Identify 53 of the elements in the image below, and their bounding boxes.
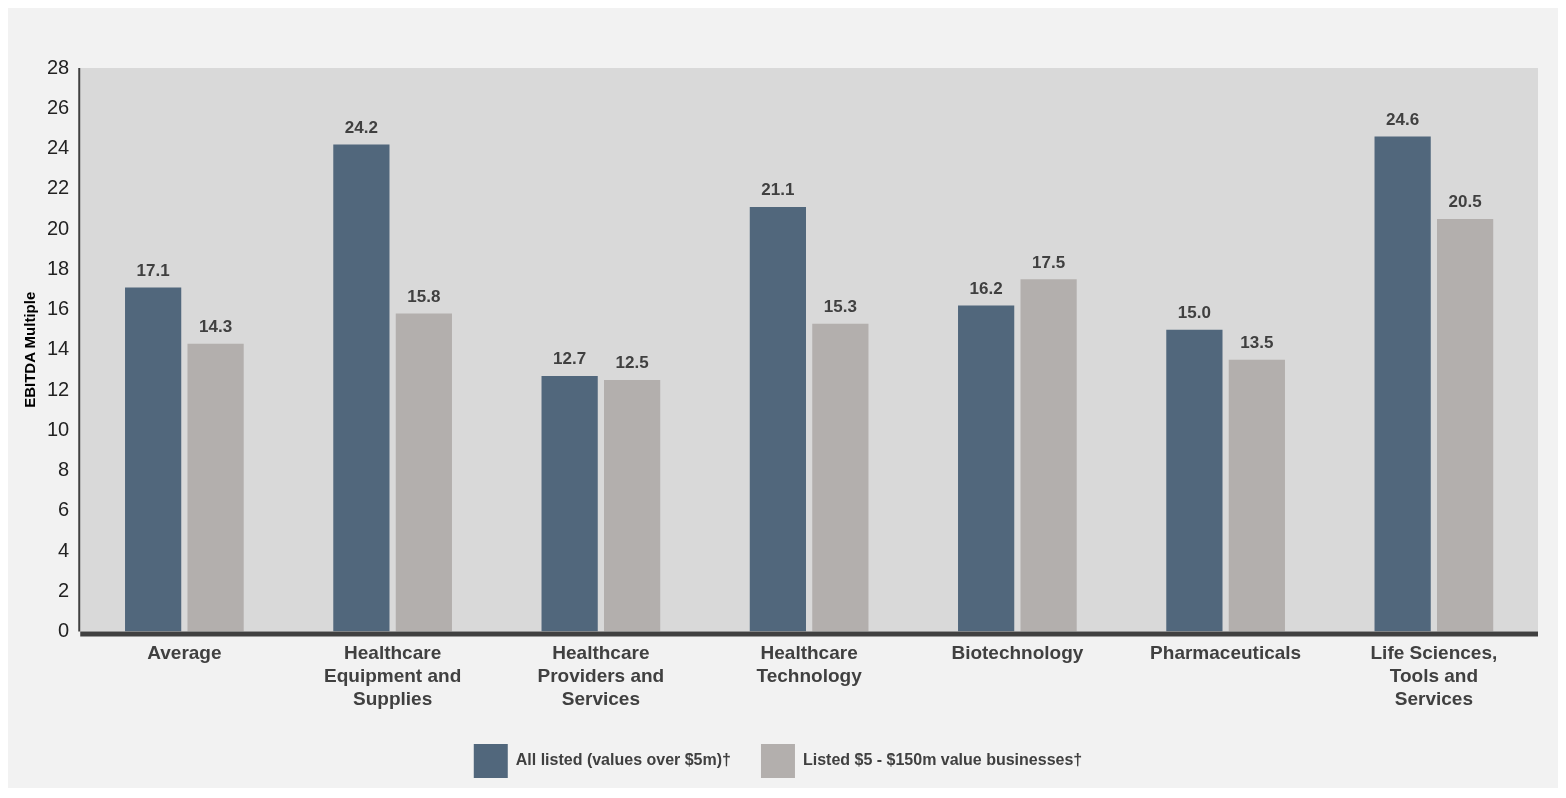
bar xyxy=(1166,329,1223,632)
y-tick-label: 28 xyxy=(47,55,70,78)
y-tick-label: 24 xyxy=(47,136,70,159)
data-label: 13.5 xyxy=(1240,333,1274,353)
data-label: 21.1 xyxy=(761,180,795,200)
y-tick-label: 12 xyxy=(47,377,70,400)
bar xyxy=(958,305,1015,632)
y-tick-label: 6 xyxy=(58,498,70,521)
data-label: 12.7 xyxy=(553,349,587,369)
data-label: 16.2 xyxy=(969,278,1003,298)
bar xyxy=(604,379,661,632)
data-label: 12.5 xyxy=(615,353,649,373)
y-tick-label: 20 xyxy=(47,216,70,239)
x-tick-label: Healthcare Equipment and Supplies xyxy=(324,642,462,709)
bar xyxy=(1437,218,1494,632)
bar xyxy=(812,323,869,632)
x-tick-label: Pharmaceuticals xyxy=(1150,642,1302,664)
bar xyxy=(333,144,390,632)
y-tick-label: 14 xyxy=(47,337,70,360)
data-label: 15.8 xyxy=(407,286,441,306)
data-label: 20.5 xyxy=(1448,192,1482,212)
bar xyxy=(395,313,452,632)
data-label: 24.2 xyxy=(344,117,378,137)
data-label: 17.5 xyxy=(1032,252,1066,272)
legend-label: All listed (values over $5m)† xyxy=(515,751,731,769)
y-tick-label: 18 xyxy=(47,256,70,279)
bar xyxy=(1374,136,1431,632)
x-tick-label: Healthcare Providers and Services xyxy=(537,642,665,709)
data-label: 15.3 xyxy=(823,296,857,316)
y-axis-title: EBITDA Multiple xyxy=(21,291,39,408)
bar xyxy=(125,287,182,632)
y-tick-label: 4 xyxy=(58,538,70,561)
y-tick-label: 8 xyxy=(58,458,70,481)
x-tick-label: Average xyxy=(147,642,222,664)
legend-label: Listed $5 - $150m value businesses† xyxy=(802,751,1083,769)
y-tick-label: 10 xyxy=(47,417,70,440)
bar xyxy=(749,206,806,632)
data-label: 17.1 xyxy=(136,260,170,280)
data-label: 15.0 xyxy=(1177,302,1211,322)
y-tick-label: 0 xyxy=(58,619,70,642)
y-tick-label: 16 xyxy=(47,297,70,320)
y-tick-label: 22 xyxy=(47,176,70,199)
data-label: 14.3 xyxy=(199,316,233,336)
bar xyxy=(541,375,598,632)
x-tick-label: Healthcare Technology xyxy=(756,642,863,687)
x-tick-label: Life Sciences, Tools and Services xyxy=(1370,642,1498,709)
bar xyxy=(1228,359,1285,632)
y-tick-label: 2 xyxy=(58,578,70,601)
x-tick-label: Biotechnology xyxy=(951,642,1084,664)
bar xyxy=(1020,279,1077,632)
bar xyxy=(187,343,244,632)
data-label: 24.6 xyxy=(1386,109,1420,129)
y-tick-label: 26 xyxy=(47,95,70,118)
